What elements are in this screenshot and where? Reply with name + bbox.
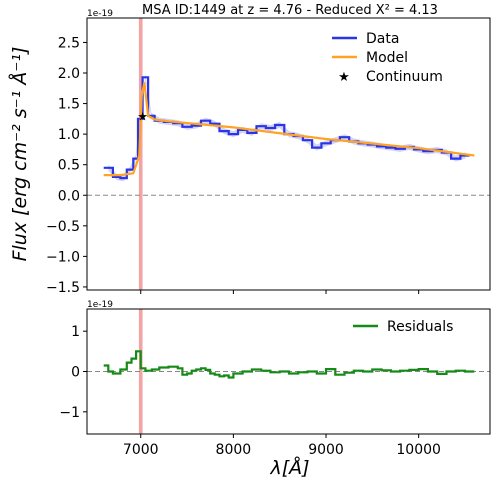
- x-tick-label: 9000: [308, 442, 344, 458]
- y-tick-label: −1.0: [46, 249, 80, 265]
- y-tick-label: 1.5: [58, 97, 80, 113]
- top-title: MSA ID:1449 at z = 4.76 - Reduced X² = 4…: [142, 3, 438, 18]
- y-tick-label: 0: [71, 365, 80, 381]
- y-tick-label: 2.5: [58, 35, 80, 51]
- series-residuals-line: [103, 350, 475, 379]
- y-tick-label: −1: [59, 405, 80, 421]
- y-tick-label: 2.0: [58, 66, 80, 82]
- y-tick-label: 1.0: [58, 127, 80, 143]
- top-x-ticks: [140, 290, 420, 294]
- bottom-panel: 1e-19 −1 0 1 7000 8000 9000 10000 Residuals λ…: [59, 300, 491, 479]
- legend-model-label: Model: [366, 50, 408, 66]
- top-frame: [86, 17, 491, 291]
- y-tick-label: 1: [71, 324, 80, 340]
- x-tick-label: 10000: [396, 442, 441, 458]
- y-tick-label: 0.5: [58, 158, 80, 174]
- bottom-series-group: [87, 309, 490, 434]
- bottom-legend: Residuals: [353, 319, 453, 335]
- bottom-x-ticks: 7000 8000 9000 10000: [123, 434, 441, 458]
- legend-data-label: Data: [366, 31, 399, 47]
- reference-line-vertical: [138, 18, 143, 290]
- bottom-scale-note: 1e-19: [87, 300, 113, 310]
- y-tick-label: −0.5: [46, 219, 80, 235]
- bottom-frame: [86, 308, 491, 435]
- top-legend: Data Model ★ Continuum: [332, 31, 443, 85]
- x-tick-label: 7000: [123, 442, 159, 458]
- series-model-line: [103, 81, 475, 177]
- legend-continuum-star-icon: ★: [338, 70, 350, 85]
- top-plot-area: [87, 18, 490, 290]
- top-panel: 1e-19 MSA ID:1449 at z = 4.76 - Reduced …: [8, 3, 491, 296]
- legend-residuals-label: Residuals: [387, 319, 453, 335]
- reference-line-vertical: [138, 309, 143, 434]
- bottom-xlabel: λ[Å]: [269, 456, 309, 479]
- bottom-y-ticks: −1 0 1: [59, 324, 87, 421]
- y-tick-label: −1.5: [46, 280, 80, 296]
- top-scale-note: 1e-19: [87, 9, 113, 19]
- top-series-group: ★: [87, 18, 490, 290]
- x-tick-label: 8000: [216, 442, 252, 458]
- continuum-star-point: ★: [137, 109, 148, 123]
- top-ylabel: Flux [erg cm⁻² s⁻¹ Å⁻¹]: [8, 47, 31, 262]
- top-y-ticks: −1.5 −1.0 −0.5 0.0 0.5 1.0 1.5 2.0 2.5: [46, 35, 87, 296]
- legend-continuum-label: Continuum: [366, 69, 443, 85]
- y-tick-label: 0.0: [58, 188, 80, 204]
